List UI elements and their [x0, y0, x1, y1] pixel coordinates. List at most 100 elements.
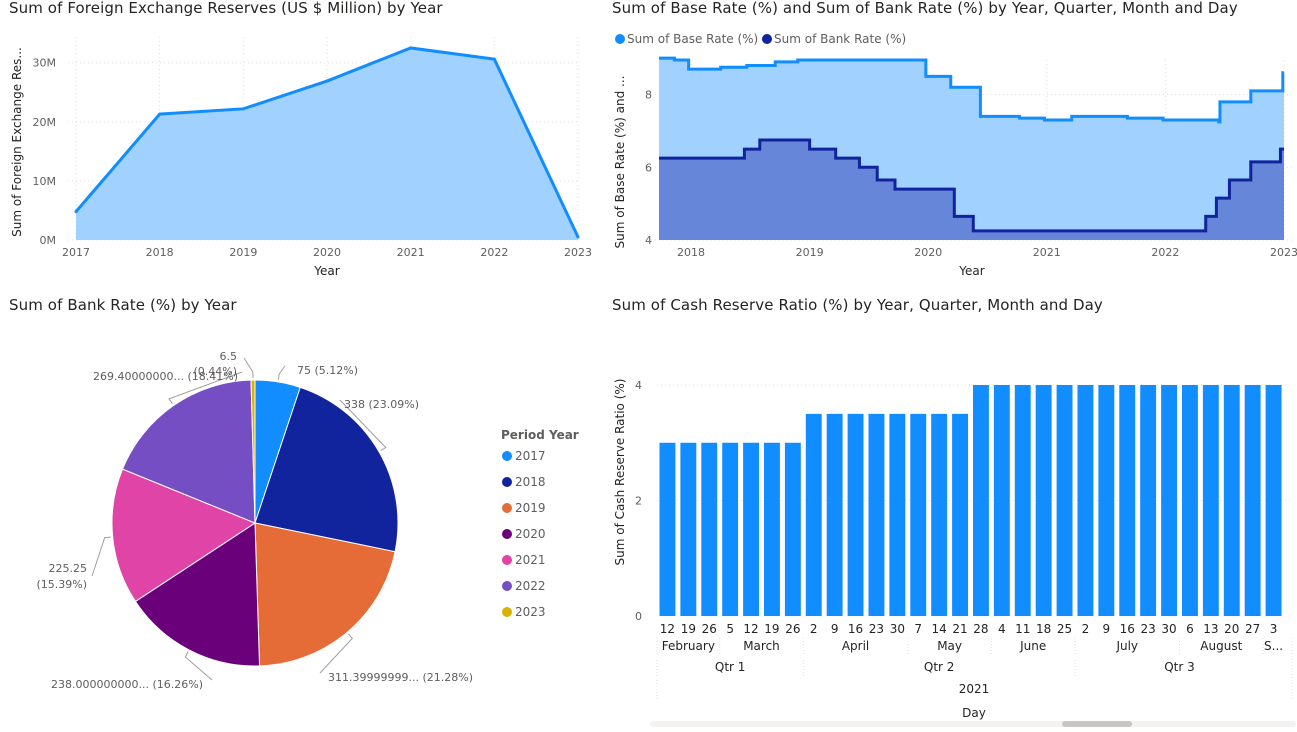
pie-slice-2023 — [250, 379, 256, 524]
bar — [1140, 385, 1157, 616]
x-tick-label: 2022 — [480, 246, 508, 259]
x-tick-label: 2019 — [229, 246, 257, 259]
day-tick-label: 12 — [743, 622, 758, 636]
legend-label-2021: 2021 — [515, 553, 546, 567]
day-tick-label: 19 — [681, 622, 696, 636]
day-tick-label: 2 — [810, 622, 818, 636]
bar — [826, 413, 843, 616]
bar — [1077, 385, 1094, 616]
legend-marker-2022 — [502, 581, 512, 591]
x-tick-label: 2021 — [1033, 246, 1061, 259]
day-tick-label: 16 — [848, 622, 863, 636]
y-tick-label: 8 — [645, 89, 652, 102]
day-tick-label: 7 — [914, 622, 922, 636]
day-tick-label: 18 — [1036, 622, 1051, 636]
data-point — [158, 112, 162, 116]
x-axis-title: Year — [313, 264, 339, 278]
data-point — [576, 235, 580, 239]
rates-chart-title: Sum of Base Rate (%) and Sum of Bank Rat… — [612, 0, 1238, 17]
day-tick-label: 5 — [726, 622, 734, 636]
day-tick-label: 26 — [702, 622, 717, 636]
base-bank-rate-area-chart[interactable]: Sum of Base Rate (%) Sum of Bank Rate (%)… — [600, 20, 1297, 282]
pie-slice-2021 — [111, 468, 257, 603]
crr-chart-title: Sum of Cash Reserve Ratio (%) by Year, Q… — [612, 296, 1103, 314]
data-label-2023: 6.5 — [220, 350, 238, 363]
day-tick-label: 25 — [1057, 622, 1072, 636]
x-tick-label: 2023 — [564, 246, 592, 259]
month-label: S... — [1264, 639, 1283, 653]
bar — [1014, 385, 1031, 616]
x-tick-label: 2019 — [796, 246, 824, 259]
bank-rate-area-fill — [659, 140, 1284, 240]
month-label: April — [842, 639, 869, 653]
legend-marker-2021 — [502, 555, 512, 565]
bar — [973, 385, 989, 616]
horizontal-scrollbar-thumb[interactable] — [1062, 721, 1132, 727]
y-axis-title: Sum of Foreign Exchange Res... — [10, 47, 24, 237]
bar — [1182, 385, 1198, 616]
bar — [680, 442, 697, 616]
bank-rate-pie-title: Sum of Bank Rate (%) by Year — [9, 296, 237, 314]
legend-marker-2023 — [502, 607, 512, 617]
day-tick-label: 14 — [932, 622, 947, 636]
data-point — [241, 107, 245, 111]
bar — [1202, 385, 1219, 616]
day-tick-label: 30 — [1161, 622, 1176, 636]
y-tick-label: 30M — [33, 57, 57, 70]
y-tick-label: 0 — [635, 610, 642, 623]
pie-slice-2022 — [121, 379, 256, 524]
data-label-2019: 311.39999999... (21.28%) — [328, 671, 473, 684]
bar — [1265, 385, 1282, 616]
x-axis-title: Day — [962, 706, 986, 720]
day-tick-label: 27 — [1245, 622, 1260, 636]
legend-label-2020: 2020 — [515, 527, 546, 541]
data-label-2018: 338 (23.09%) — [344, 398, 419, 411]
pie-slice-2018 — [254, 386, 399, 553]
data-label-2023-pct: (0.44%) — [193, 365, 237, 378]
data-label-2021: 225.25 — [49, 562, 88, 575]
day-tick-label: 19 — [764, 622, 779, 636]
day-tick-label: 2 — [1082, 622, 1090, 636]
data-label-2020: 238.000000000... (16.26%) — [51, 678, 203, 691]
bar — [1056, 385, 1073, 616]
year-label: 2021 — [959, 682, 990, 696]
y-axis-title: Sum of Cash Reserve Ratio (%) — [613, 379, 627, 566]
month-label: February — [662, 639, 715, 653]
pie-slice-2020 — [134, 522, 261, 667]
leader-line — [339, 399, 387, 451]
bank-rate-pie-chart[interactable]: 75 (5.12%) 338 (23.09%) 311.39999999... (2… — [0, 320, 600, 732]
day-tick-label: 23 — [1141, 622, 1156, 636]
legend-marker-base-rate — [615, 34, 625, 44]
day-tick-label: 21 — [952, 622, 967, 636]
day-tick-label: 20 — [1224, 622, 1239, 636]
day-tick-label: 3 — [1270, 622, 1278, 636]
month-label: March — [743, 639, 780, 653]
bar — [1161, 385, 1177, 616]
bar — [1035, 385, 1052, 616]
data-label-2017: 75 (5.12%) — [297, 364, 358, 377]
day-tick-label: 13 — [1203, 622, 1218, 636]
legend-marker-2019 — [502, 503, 512, 513]
y-tick-label: 4 — [635, 379, 642, 392]
legend-title: Period Year — [501, 428, 579, 442]
day-tick-label: 23 — [869, 622, 884, 636]
y-tick-label: 6 — [645, 161, 652, 174]
bar — [931, 413, 948, 616]
bar — [784, 442, 801, 616]
day-tick-label: 12 — [660, 622, 675, 636]
x-tick-label: 2020 — [914, 246, 942, 259]
day-tick-label: 30 — [890, 622, 905, 636]
fx-reserves-area-chart[interactable]: 0M 10M 20M 30M 2017 2018 2019 2020 2021 2022 2023 Y… — [0, 20, 600, 282]
month-label: August — [1200, 639, 1242, 653]
x-tick-label: 2021 — [397, 246, 425, 259]
fx-area-fill — [76, 47, 578, 240]
bar — [701, 442, 718, 616]
y-tick-label: 2 — [635, 495, 642, 508]
quarter-label: Qtr 1 — [715, 660, 746, 674]
day-tick-label: 28 — [973, 622, 988, 636]
day-tick-label: 11 — [1015, 622, 1030, 636]
legend-marker-2020 — [502, 529, 512, 539]
legend-label: Sum of Base Rate (%) — [627, 32, 758, 46]
bar — [1119, 385, 1136, 616]
